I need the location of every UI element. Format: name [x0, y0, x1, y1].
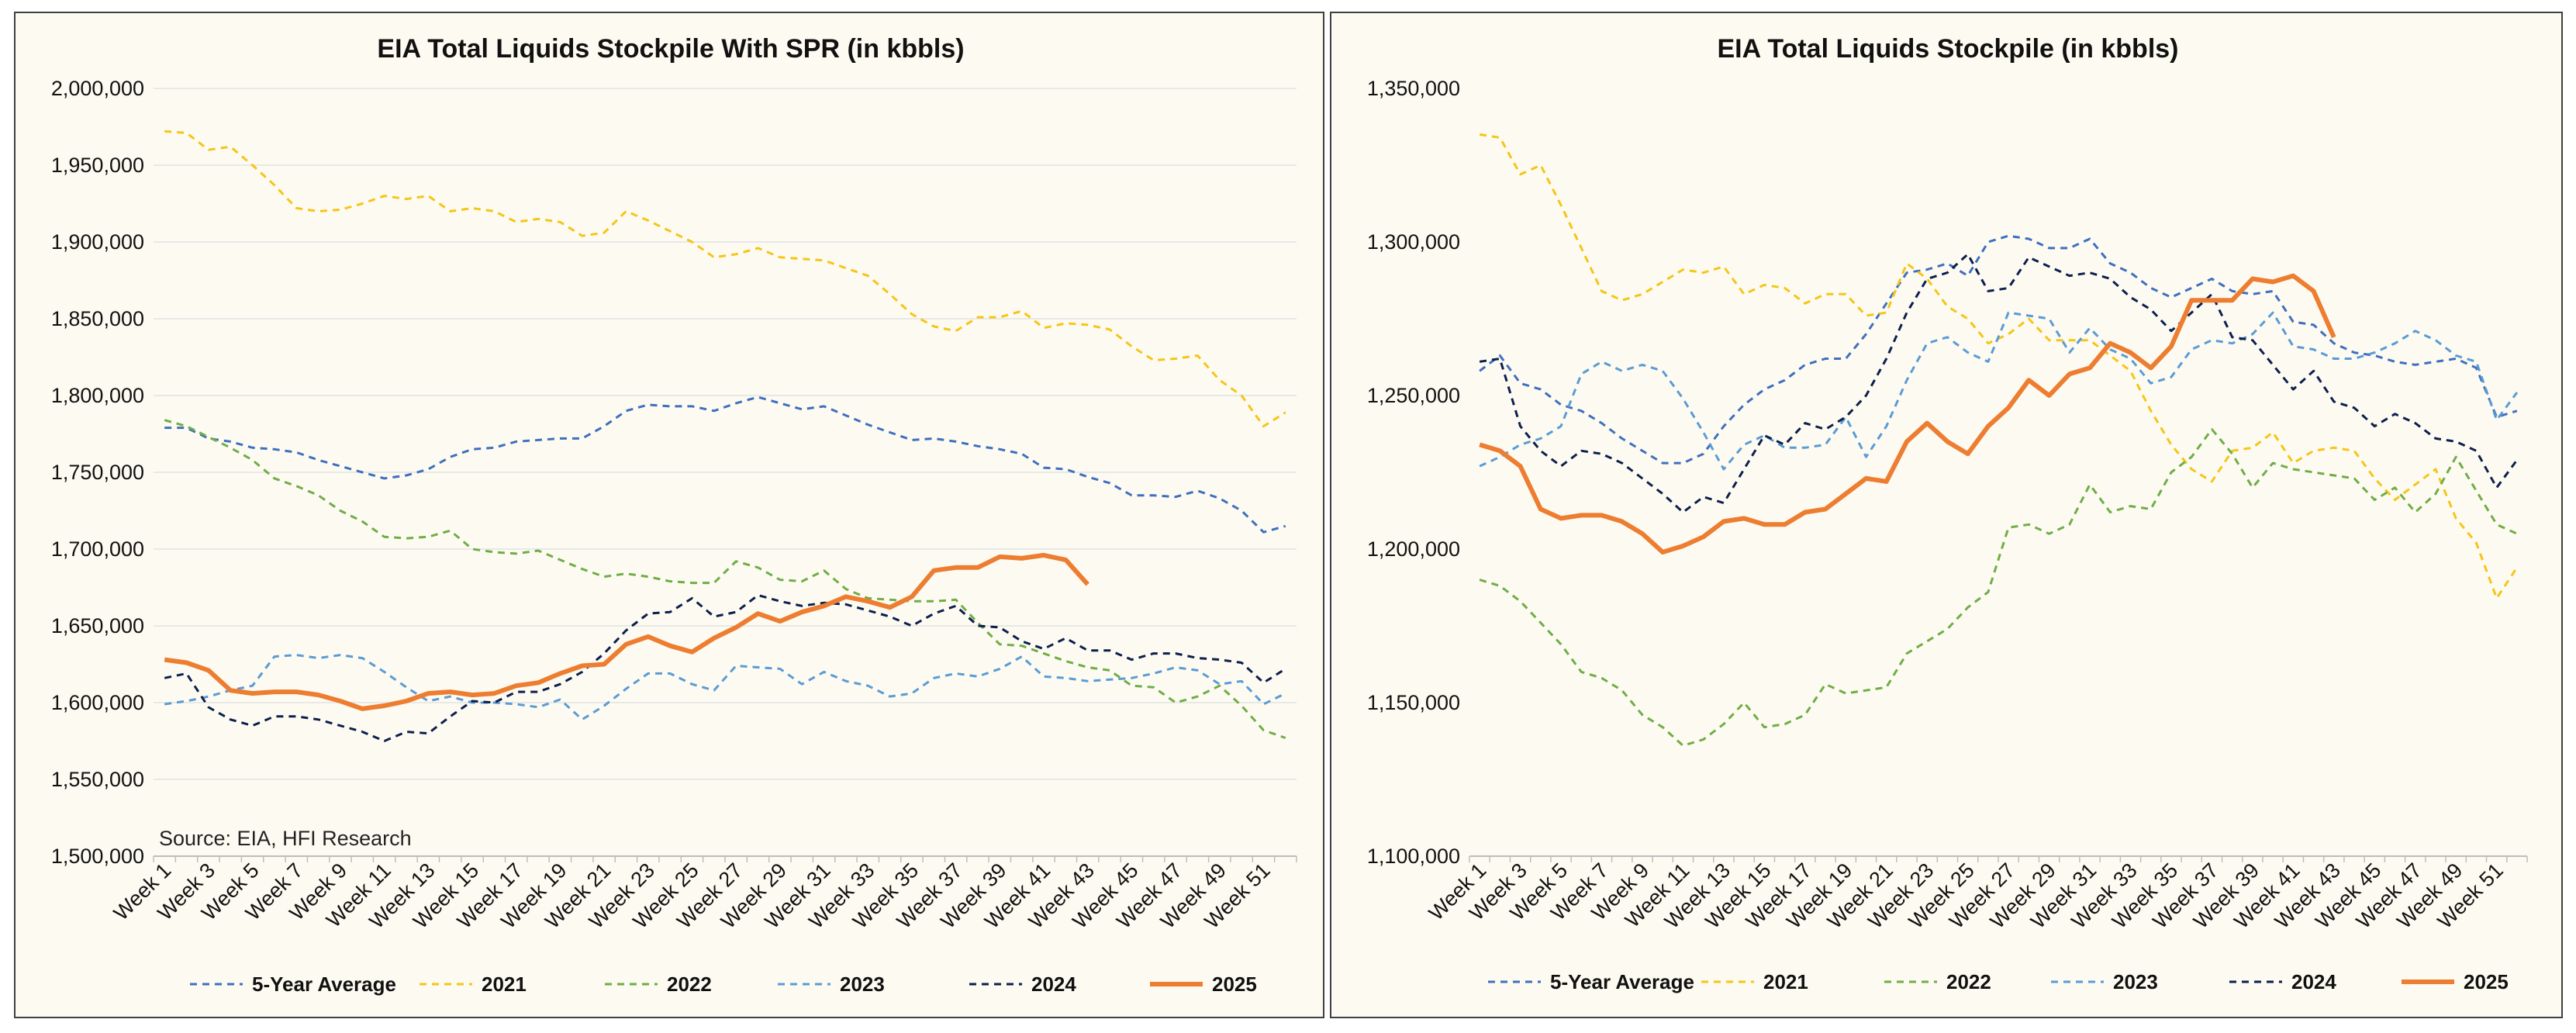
- source-note: Source: EIA, HFI Research: [159, 827, 412, 850]
- legend-label-2023: 2023: [840, 973, 885, 996]
- legend-label-2023: 2023: [2113, 970, 2158, 993]
- series-line-2024: [1479, 253, 2519, 513]
- right-chart-panel: EIA Total Liquids Stockpile (in kbbls) 1,…: [1330, 12, 2563, 1018]
- series-line-2021: [164, 130, 1286, 428]
- y-tick-label: 1,200,000: [1367, 537, 1460, 561]
- y-tick-label: 1,700,000: [51, 537, 144, 561]
- legend-label-2025: 2025: [1212, 973, 1257, 996]
- series-line-2025: [1479, 273, 2336, 555]
- y-tick-label: 1,100,000: [1367, 845, 1460, 868]
- series-line-2022: [164, 419, 1286, 739]
- y-tick-label: 1,550,000: [51, 768, 144, 791]
- y-tick-label: 1,350,000: [1367, 77, 1460, 100]
- legend-label-2024: 2024: [1031, 973, 1076, 996]
- y-tick-label: 1,600,000: [51, 691, 144, 714]
- y-tick-label: 1,850,000: [51, 307, 144, 330]
- y-tick-label: 1,950,000: [51, 154, 144, 177]
- legend-label-2025: 2025: [2464, 970, 2509, 993]
- y-tick-label: 1,500,000: [51, 845, 144, 868]
- series-line-2024: [164, 593, 1286, 742]
- legend-label-2024: 2024: [2291, 970, 2336, 993]
- y-tick-label: 1,900,000: [51, 230, 144, 254]
- legend-label-2021: 2021: [482, 973, 527, 996]
- y-tick-label: 1,150,000: [1367, 691, 1460, 714]
- series-line-2025: [164, 552, 1089, 711]
- y-tick-label: 1,750,000: [51, 461, 144, 484]
- y-tick-label: 2,000,000: [51, 77, 144, 100]
- legend-label-5-year-average: 5-Year Average: [252, 973, 396, 996]
- legend-label-5-year-average: 5-Year Average: [1550, 970, 1694, 993]
- chart-title: EIA Total Liquids Stockpile (in kbbls): [1717, 34, 2178, 64]
- left-chart-panel: EIA Total Liquids Stockpile With SPR (in…: [14, 12, 1324, 1018]
- y-tick-label: 1,650,000: [51, 614, 144, 637]
- y-tick-label: 1,800,000: [51, 384, 144, 407]
- legend-label-2022: 2022: [667, 973, 712, 996]
- series-line-5-year-average: [164, 396, 1286, 534]
- chart-title: EIA Total Liquids Stockpile With SPR (in…: [377, 34, 964, 64]
- right-chart-svg: EIA Total Liquids Stockpile (in kbbls) 1,…: [1367, 34, 2528, 993]
- series-line-2022: [1479, 428, 2518, 747]
- y-tick-label: 1,250,000: [1367, 384, 1460, 407]
- series-line-5-year-average: [1479, 234, 2518, 465]
- legend-label-2021: 2021: [1763, 970, 1808, 993]
- series-line-2023: [164, 654, 1286, 721]
- legend-label-2022: 2022: [1946, 970, 1991, 993]
- y-tick-label: 1,300,000: [1367, 230, 1460, 254]
- series-line-2023: [1479, 311, 2519, 471]
- left-chart-svg: EIA Total Liquids Stockpile With SPR (in…: [51, 34, 1297, 996]
